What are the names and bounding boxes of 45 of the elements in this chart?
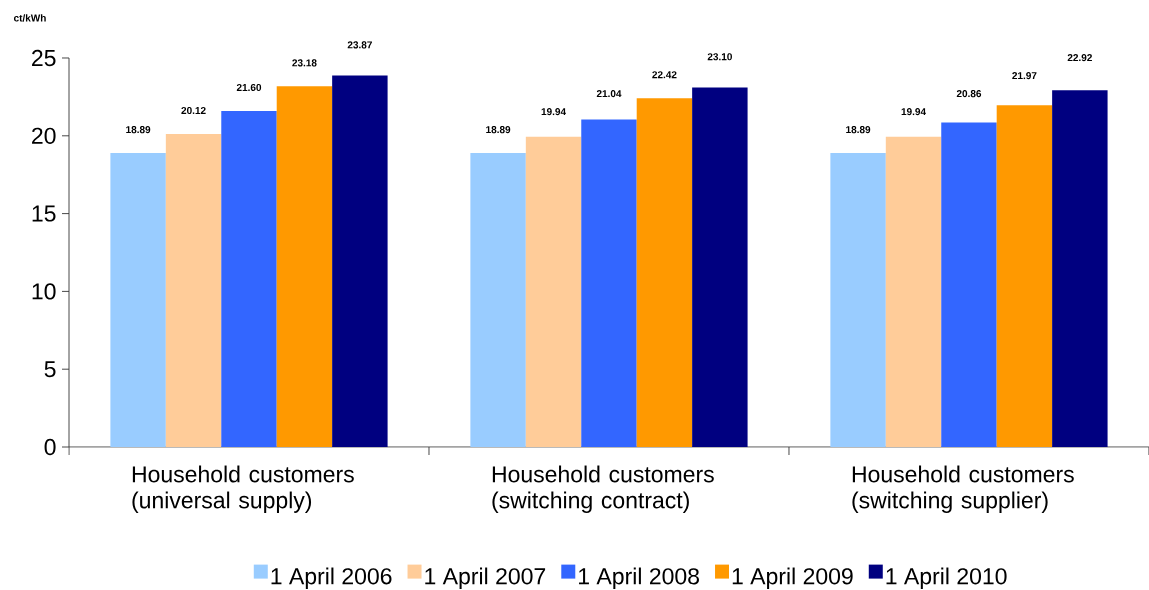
data-label: 19.94	[901, 108, 926, 116]
data-label: 19.94	[541, 108, 566, 116]
legend-label: 1 April 2010	[886, 567, 1007, 589]
legend-label: 1 April 2007	[425, 567, 546, 589]
data-label: 18.89	[486, 126, 511, 134]
bar	[941, 122, 997, 447]
x-tick-label: Household customers (switching contract)	[492, 465, 714, 513]
y-tick-label: 20	[32, 127, 56, 144]
data-label: 23.87	[347, 41, 372, 49]
bar	[885, 136, 942, 447]
data-label: 23.18	[292, 59, 317, 67]
data-label: 21.04	[596, 90, 622, 98]
y-tick-label: 0	[44, 438, 56, 456]
data-label: 21.97	[1012, 72, 1037, 80]
bar	[276, 86, 333, 447]
legend-label: 1 April 2009	[732, 567, 853, 589]
bar	[332, 75, 388, 447]
data-label: 20.86	[956, 90, 982, 98]
data-label: 20.12	[181, 106, 206, 115]
bar	[581, 119, 637, 447]
data-label: 21.60	[236, 83, 262, 91]
bar	[692, 87, 748, 447]
bar	[830, 153, 886, 447]
bar	[636, 98, 693, 447]
bar	[221, 110, 277, 447]
bar	[165, 133, 222, 447]
data-label: 23.10	[707, 53, 732, 61]
y-tick-label: 10	[32, 283, 56, 300]
data-label: 22.92	[1067, 54, 1092, 62]
bar	[110, 153, 166, 447]
data-label: 18.89	[126, 126, 151, 134]
data-label: 22.42	[652, 71, 677, 79]
data-label: 18.89	[846, 126, 871, 134]
y-axis-title: ct/kWh	[13, 14, 46, 22]
y-tick-label: 25	[32, 49, 56, 67]
y-tick-label: 5	[44, 361, 56, 378]
bar	[1052, 90, 1108, 447]
bar	[470, 153, 526, 447]
bar	[996, 105, 1053, 447]
legend-label: 1 April 2006	[271, 567, 392, 589]
bar	[525, 136, 582, 447]
y-tick-label: 15	[32, 205, 56, 222]
x-tick-label: Household customers (switching supplier)	[852, 465, 1074, 513]
x-tick-label: Household customers (universal supply)	[132, 465, 354, 513]
legend-label: 1 April 2008	[579, 567, 699, 589]
